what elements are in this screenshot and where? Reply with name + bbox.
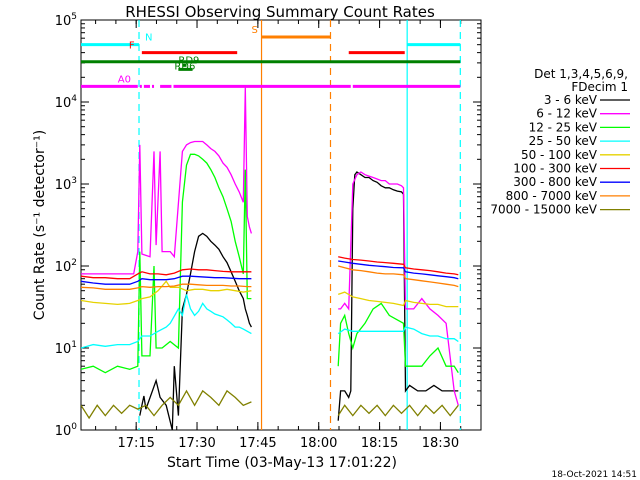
y-tick-label: 102 [55,258,77,275]
legend-title: FDecim 1 [571,80,628,94]
series-line [81,294,459,349]
x-tick-label: 18:00 [300,436,337,451]
series-line [81,260,459,285]
chart-title: RHESSI Observing Summary Count Rates [125,3,435,21]
series-group [81,20,461,430]
flag-label: A0 [118,74,131,85]
y-tick-label: 104 [55,94,78,111]
flag-label: RD9 [178,55,199,66]
y-tick-label: 101 [55,340,77,357]
legend-label: 25 - 50 keV [529,134,598,148]
x-tick-label: 17:45 [239,436,276,451]
legend-label: 7000 - 15000 keV [490,203,597,217]
legend-label: 50 - 100 keV [521,148,598,162]
x-tick-label: 18:30 [422,436,459,451]
x-tick-label: 18:15 [361,436,398,451]
series-line [81,265,459,290]
legend-label: 12 - 25 keV [529,120,598,134]
legend-label: 100 - 300 keV [513,162,597,176]
timestamp: 18-Oct-2021 14:51 [552,470,637,480]
y-tick-label: 103 [55,176,77,193]
flag-label: S [252,25,258,36]
y-tick-label: 105 [55,12,77,29]
x-tick-label: 17:15 [117,436,154,451]
plot-area: 100 101 102 103 104 105 17:15 17:30 17:45 18:00 18… [55,12,482,451]
x-tick-label: 17:30 [178,436,215,451]
y-axis-label: Count Rate (s⁻¹ detector⁻¹) [32,130,48,320]
legend-label: 300 - 800 keV [513,175,597,189]
flag-label: N [145,33,152,44]
series-line [81,280,459,308]
series-line [81,87,459,406]
series-line [81,153,459,374]
legend-label: 800 - 7000 keV [506,189,598,203]
legend-title: Det 1,3,4,5,6,9, [534,67,628,81]
flag-label: F [129,41,135,52]
y-tick-label: 100 [55,422,78,439]
x-axis-label: Start Time (03-May-13 17:01:22) [167,455,397,471]
legend-label: 6 - 12 keV [536,107,598,121]
plot-frame [80,19,482,431]
flag-label: RD6 [174,61,195,72]
series-line [81,389,459,420]
series-line [81,256,459,280]
legend-label: 3 - 6 keV [544,93,598,107]
